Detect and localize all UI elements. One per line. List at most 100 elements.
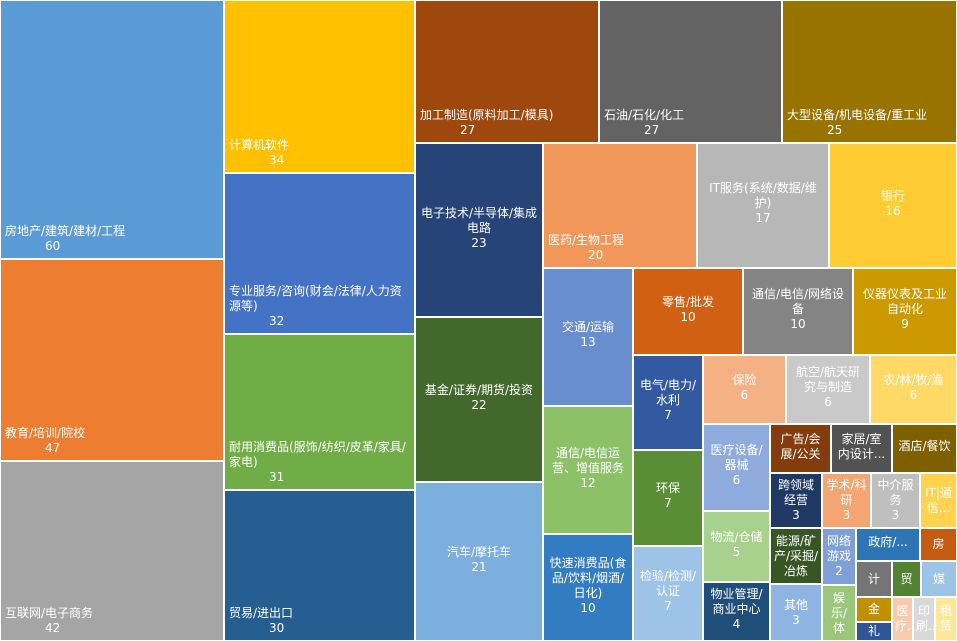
treemap-cell: 零售/批发 10: [633, 268, 743, 355]
cell-label: 互联网/电子商务: [5, 606, 94, 620]
cell-label: 租赁: [939, 604, 952, 633]
cell-value: 3: [842, 508, 851, 522]
cell-value: 7: [664, 496, 672, 510]
cell-label: 教育/培训/院校: [5, 426, 86, 440]
treemap-cell: 房地产/建筑/建材/工程 60: [0, 0, 224, 259]
cell-label: 广告/会展/公关: [780, 431, 821, 461]
cell-label: 政府/...: [868, 535, 908, 549]
treemap-cell: IT|通信...: [920, 473, 957, 528]
cell-label: 保险: [732, 372, 757, 387]
cell-label: 学术/科研: [826, 478, 867, 507]
treemap-cell: 礼: [856, 622, 892, 641]
treemap-cell: 网络游戏 2: [822, 528, 856, 585]
treemap-cell: 印刷...: [913, 597, 935, 641]
treemap-cell: 房: [920, 528, 957, 561]
treemap-cell: 加工制造(原料加工/模具) 27: [415, 0, 599, 143]
cell-label: 航空/航天研究与制造: [795, 365, 861, 394]
cell-label: 零售/批发: [661, 294, 715, 309]
treemap-cell: 中介服务 3: [871, 473, 920, 528]
cell-label: 计: [867, 571, 880, 586]
cell-label: IT|通信...: [925, 485, 952, 515]
cell-label: 印刷...: [916, 604, 934, 633]
treemap-cell: 金: [856, 597, 892, 622]
treemap-cell: 酒店/餐饮: [892, 424, 957, 473]
cell-label: 电子技术/半导体/集成电路: [420, 205, 538, 235]
treemap-cell: 耐用消费品(服饰/纺织/皮革/家具/家电) 31: [224, 334, 415, 490]
treemap-cell: 基金/证券/期货/投资 22: [415, 317, 543, 482]
treemap-cell: IT服务(系统/数据/维护) 17: [697, 143, 829, 268]
cell-label: 房地产/建筑/建材/工程: [5, 224, 126, 238]
cell-value: 23: [471, 235, 487, 250]
treemap-cell: 学术/科研 3: [822, 473, 871, 528]
treemap-cell: 检验/检测/认证 7: [633, 546, 703, 641]
cell-value: 3: [891, 508, 900, 522]
cell-value: 17: [755, 211, 771, 225]
cell-label: 贸: [900, 571, 913, 586]
treemap-cell: 仪器仪表及工业自动化 9: [853, 268, 957, 355]
cell-label: 跨领域经营: [777, 478, 814, 507]
cell-value: 20: [588, 248, 604, 262]
cell-value: 47: [45, 441, 61, 455]
treemap-cell: 环保 7: [633, 450, 703, 546]
cell-label: 金: [867, 602, 880, 616]
cell-label: 石油/石化/化工: [604, 108, 685, 122]
treemap-cell: 计算机软件 34: [224, 0, 415, 173]
cell-value: 3: [792, 508, 800, 522]
cell-label: 物业管理/商业中心: [710, 587, 763, 616]
cell-label: 娱乐/体: [830, 590, 848, 635]
cell-value: 2: [835, 564, 843, 578]
treemap-cell: 计: [856, 561, 892, 597]
cell-value: 31: [269, 470, 285, 484]
cell-label: 房: [932, 537, 945, 551]
cell-label: 加工制造(原料加工/模具): [420, 108, 554, 122]
treemap-cell: 医疗设备/器械 6: [703, 424, 770, 511]
cell-value: 42: [45, 621, 61, 635]
cell-value: 16: [885, 203, 901, 218]
treemap-cell: 汽车/摩托车 21: [415, 482, 543, 641]
treemap-cell: 医药/生物工程 20: [543, 143, 697, 268]
treemap-cell: 贸: [892, 561, 921, 597]
treemap-cell: 广告/会展/公关: [770, 424, 831, 473]
cell-value: 10: [680, 309, 696, 324]
treemap-cell: 保险 6: [703, 355, 786, 424]
treemap-cell: 租赁: [935, 597, 957, 641]
cell-label: 医疗...: [895, 604, 912, 633]
treemap-cell: 电气/电力/水利 7: [633, 355, 703, 450]
treemap-cell: 农/林/牧/渔 6: [870, 355, 957, 424]
cell-label: 专业服务/咨询(财会/法律/人力资源等): [229, 284, 402, 313]
treemap-cell: 娱乐/体: [822, 585, 856, 641]
cell-value: 6: [824, 395, 832, 409]
cell-label: 检验/检测/认证: [639, 569, 697, 598]
cell-label: 银行: [880, 188, 905, 203]
cell-label: 贸易/进出口: [229, 606, 294, 620]
cell-label: 通信/电信/网络设备: [751, 287, 845, 316]
cell-label: 媒: [932, 571, 945, 586]
treemap-cell: 能源/矿产/采掘/冶炼: [770, 528, 822, 584]
treemap-cell: 医疗...: [892, 597, 913, 641]
cell-label: 汽车/摩托车: [446, 544, 512, 559]
cell-label: 电气/电力/水利: [639, 378, 697, 407]
cell-label: 快速消费品(食品/饮料/烟酒/日化): [549, 555, 627, 600]
cell-value: 25: [827, 123, 843, 137]
treemap-cell: 快速消费品(食品/饮料/烟酒/日化) 10: [543, 534, 633, 641]
treemap-cell: 电子技术/半导体/集成电路 23: [415, 143, 543, 317]
cell-value: 4: [732, 617, 741, 631]
cell-label: 物流/仓储: [710, 529, 763, 544]
cell-label: 大型设备/机电设备/重工业: [787, 108, 928, 122]
cell-value: 32: [269, 314, 285, 328]
cell-label: IT服务(系统/数据/维护): [709, 181, 817, 210]
cell-label: 酒店/餐饮: [898, 439, 951, 453]
cell-value: 60: [45, 239, 61, 253]
cell-label: 中介服务: [877, 478, 914, 507]
cell-label: 医疗设备/器械: [710, 443, 763, 472]
cell-label: 医药/生物工程: [548, 233, 625, 247]
cell-label: 礼: [867, 624, 880, 638]
cell-label: 基金/证券/期货/投资: [424, 382, 534, 397]
treemap-cell: 跨领域经营 3: [770, 473, 822, 528]
cell-label: 其他: [783, 597, 808, 612]
cell-value: 13: [580, 335, 596, 349]
cell-value: 27: [644, 123, 660, 137]
cell-value: 7: [664, 408, 672, 422]
cell-value: 6: [909, 387, 918, 402]
